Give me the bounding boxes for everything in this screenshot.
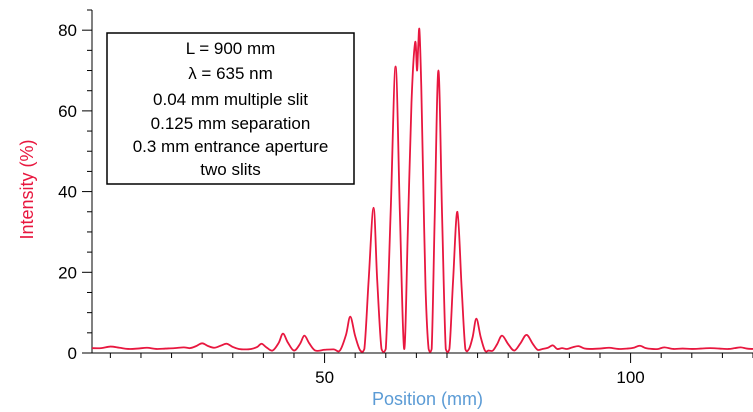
y-tick-label: 60 [58,102,77,121]
annotation-box: L = 900 mm λ = 635 nm 0.04 mm multiple s… [106,32,355,185]
x-axis-title: Position (mm) [372,389,483,409]
annotation-line-2: λ = 635 nm [188,64,273,83]
y-tick-label: 80 [58,21,77,40]
annotation-line-5: 0.3 mm entrance aperture [133,137,329,156]
y-tick-label: 40 [58,183,77,202]
series-layer [91,27,753,353]
annotation-border [106,32,355,185]
annotation-line-1: L = 900 mm [186,39,276,58]
y-tick-label: 20 [58,263,77,282]
series-line-0 [91,27,753,353]
x-tick-label: 50 [315,368,334,387]
annotation-line-6: two slits [200,160,260,179]
y-tick-label: 0 [68,344,77,363]
x-tick-label: 100 [616,368,644,387]
y-ticks: 0 20 40 60 80 [58,9,92,363]
annotation-line-3: 0.04 mm multiple slit [153,90,308,109]
annotation-line-4: 0.125 mm separation [151,114,311,133]
x-ticks: 50 100 [109,353,753,387]
y-axis-title: Intensity (%) [17,139,37,239]
